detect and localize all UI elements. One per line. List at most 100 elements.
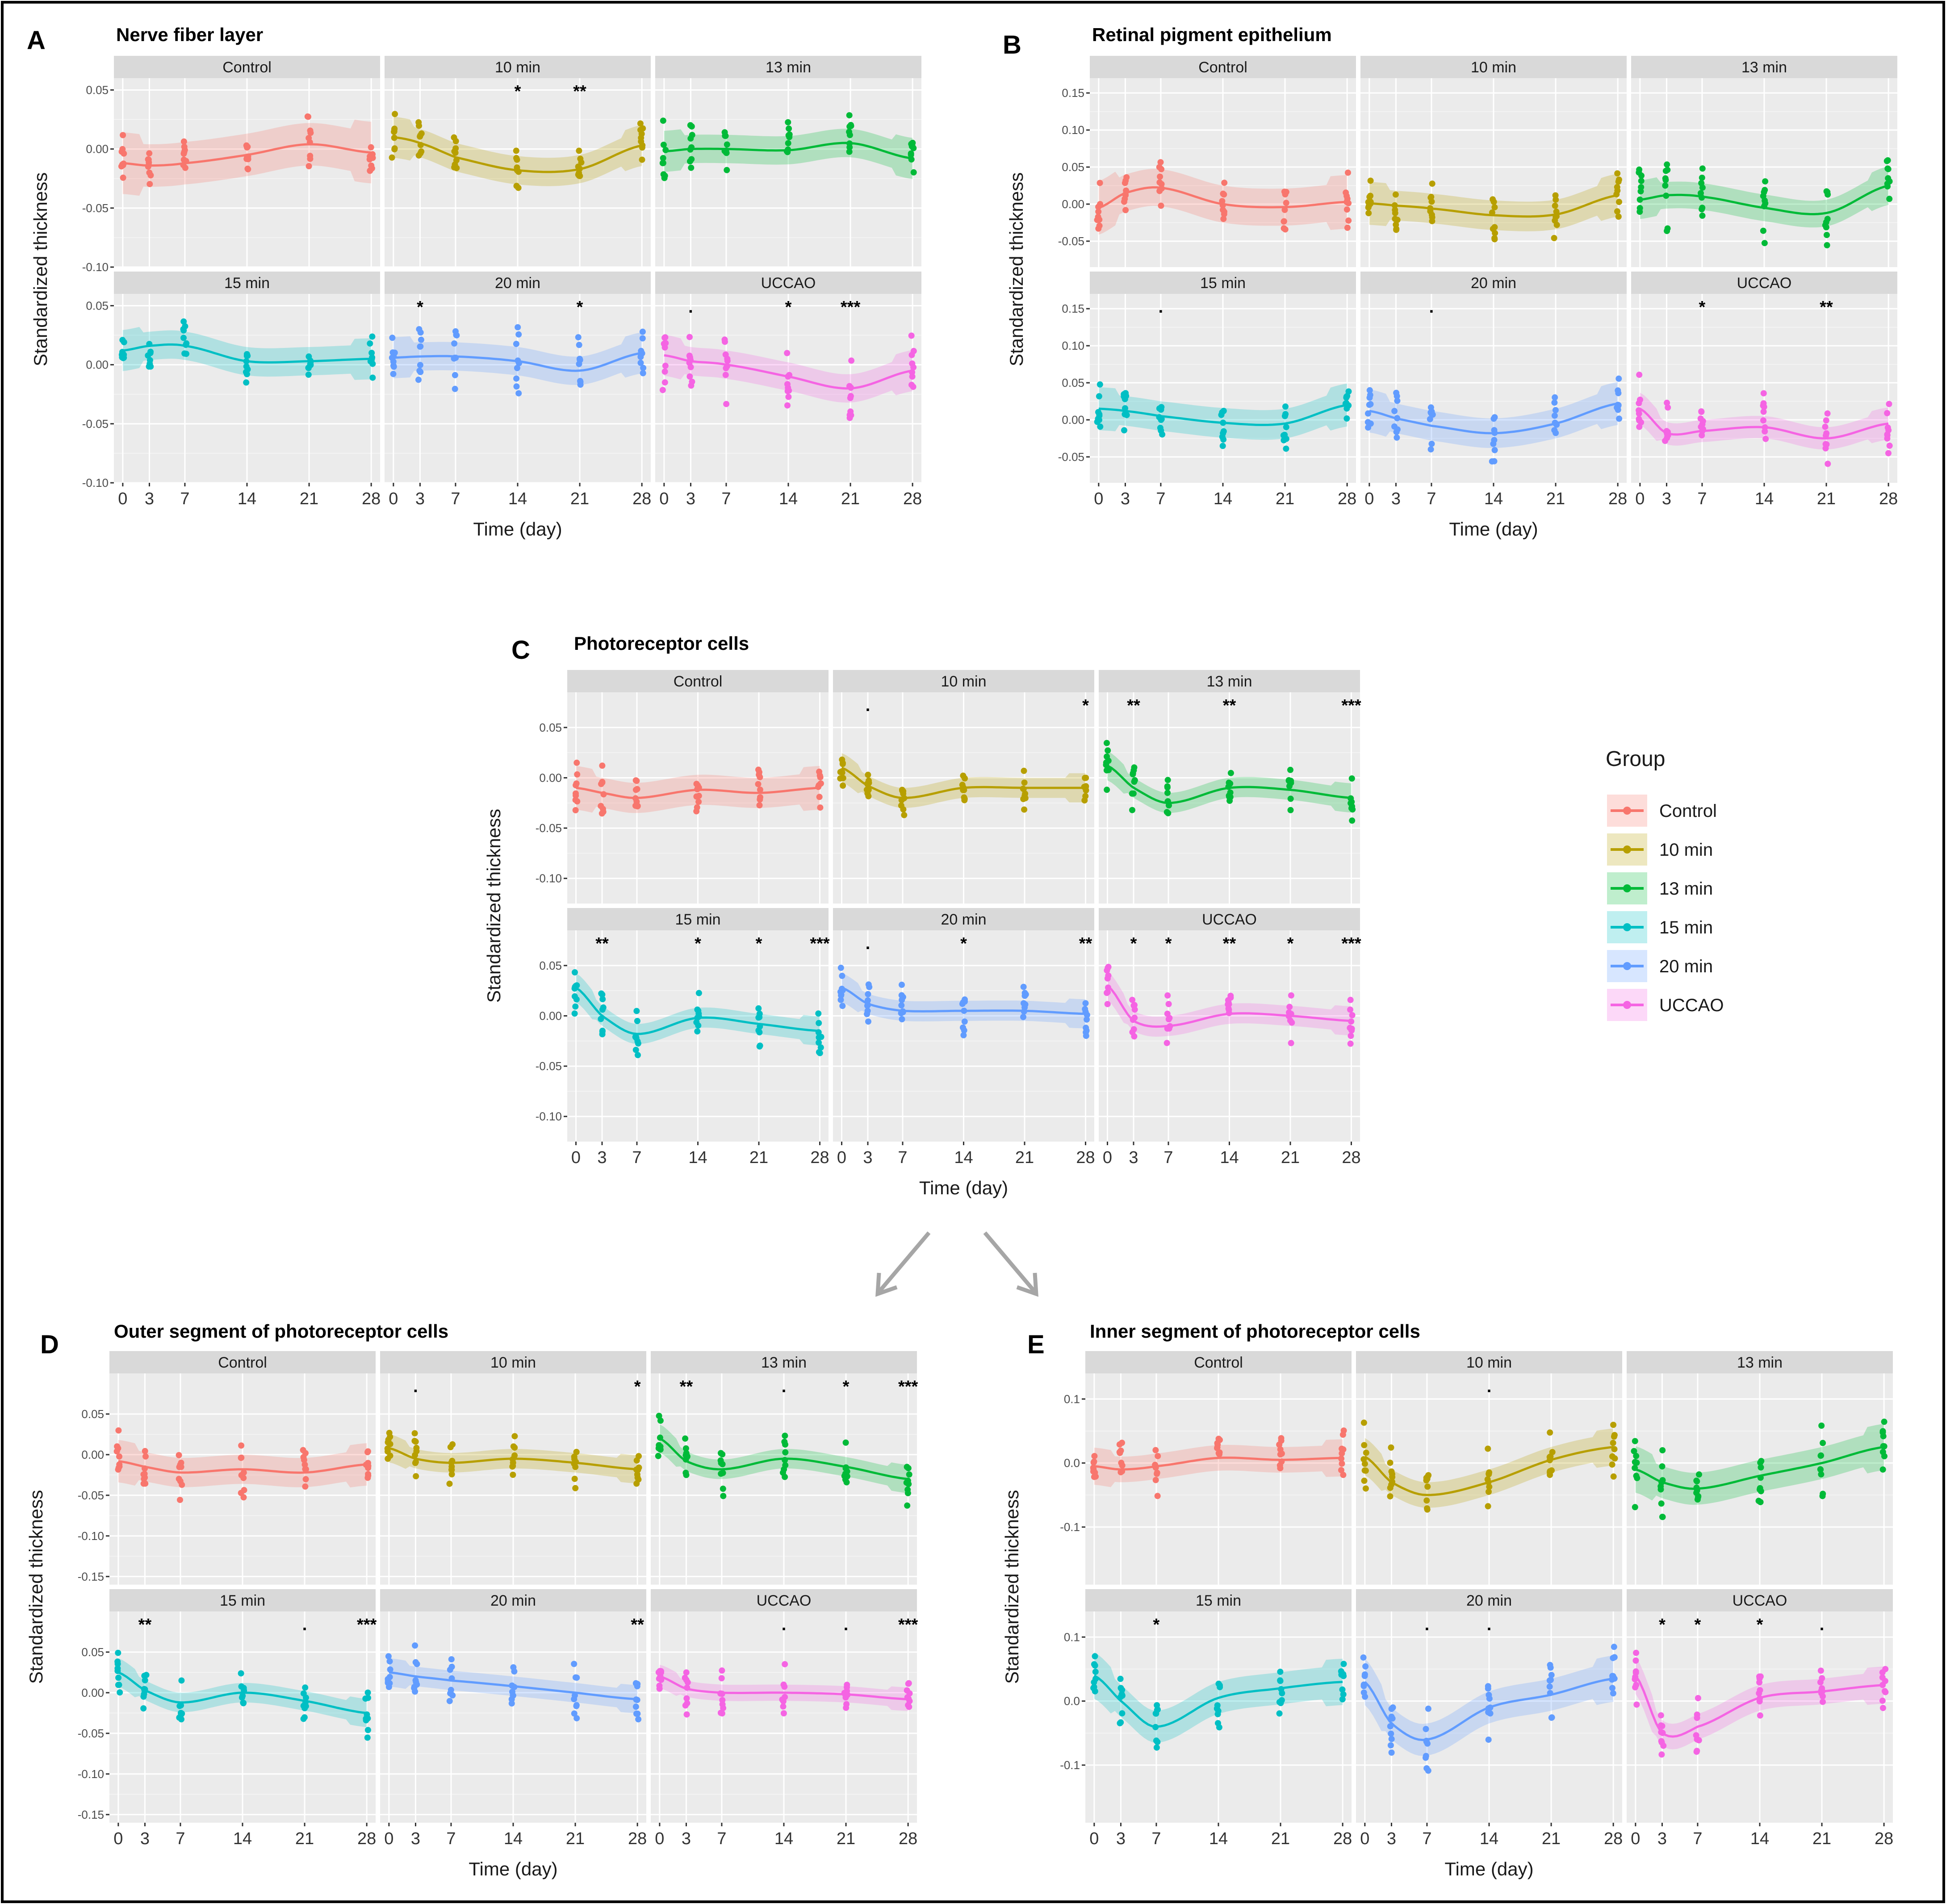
data-point	[634, 1681, 641, 1687]
data-point	[682, 1445, 689, 1452]
data-point	[1429, 214, 1435, 221]
x-tick-label: 28	[1875, 1829, 1893, 1848]
trend-line	[659, 1675, 908, 1700]
y-tick-label: -0.05	[78, 1489, 104, 1502]
data-point	[1095, 409, 1101, 415]
facet-strip	[1356, 1351, 1622, 1373]
data-point	[1548, 1467, 1555, 1474]
x-tick-label: 0	[1631, 1829, 1640, 1848]
data-point	[635, 1040, 641, 1047]
x-tick-label: 7	[451, 490, 460, 508]
data-point	[572, 797, 579, 803]
data-point	[515, 331, 522, 338]
data-point	[571, 1661, 578, 1667]
x-tick-label: 3	[686, 490, 695, 508]
data-point	[694, 1028, 701, 1035]
data-point	[1423, 1754, 1429, 1761]
data-point	[1121, 391, 1127, 398]
data-point	[120, 355, 126, 361]
data-point	[1366, 394, 1373, 401]
x-tick-label: 21	[1812, 1829, 1831, 1848]
data-point	[909, 360, 916, 367]
data-point	[599, 778, 606, 785]
data-point	[687, 354, 693, 361]
facet-strip	[114, 272, 380, 294]
data-point	[1104, 990, 1110, 996]
facet-strip-label: 10 min	[495, 59, 540, 76]
data-point	[1760, 408, 1767, 415]
data-point	[1219, 409, 1226, 416]
x-tick-label: 7	[180, 490, 189, 508]
facet-d-uccao: UCCAO.. *** 0 3 7 14 21 28	[651, 1589, 918, 1848]
x-tick-label: 0	[389, 490, 398, 508]
data-point	[846, 132, 853, 138]
trend-line	[1364, 1678, 1614, 1741]
x-tick-label: 3	[1129, 1148, 1138, 1167]
data-point	[1157, 425, 1163, 431]
panel-letter-a: A	[27, 26, 46, 55]
data-point	[1616, 415, 1623, 422]
data-point	[1287, 1017, 1293, 1024]
data-point	[817, 774, 824, 781]
data-point	[755, 1005, 762, 1012]
data-point	[900, 806, 907, 813]
data-point	[1394, 398, 1401, 404]
data-point	[656, 1413, 662, 1419]
data-point	[1164, 784, 1171, 791]
data-point	[1216, 1724, 1222, 1731]
facet-strip-label: Control	[674, 673, 723, 690]
data-point	[633, 1457, 640, 1464]
data-point	[413, 1473, 419, 1480]
data-point	[1611, 1455, 1618, 1462]
data-point	[1427, 446, 1434, 453]
data-point	[1129, 807, 1135, 813]
data-point	[1281, 206, 1288, 213]
x-tick-label: 14	[1214, 490, 1232, 508]
data-point	[901, 812, 908, 818]
data-point	[1393, 389, 1400, 396]
data-point	[659, 387, 666, 393]
data-point	[837, 996, 844, 1003]
data-point	[1349, 817, 1356, 824]
data-point	[1820, 1440, 1826, 1446]
trend-line	[841, 766, 1086, 799]
facet-strip	[109, 1589, 376, 1611]
data-point	[1091, 1453, 1098, 1460]
legend: Group Control 10 min 13 min 15 min 20 min UCC…	[1606, 747, 1724, 1021]
data-point	[181, 149, 188, 155]
data-point	[1339, 1696, 1346, 1703]
facet-strip-label: 10 min	[1466, 1354, 1512, 1371]
facet-strip-label: UCCAO	[761, 275, 816, 292]
data-point	[390, 358, 397, 365]
data-point	[1391, 408, 1398, 414]
trend-line	[118, 1460, 367, 1474]
data-point	[1491, 224, 1498, 230]
y-tick-label: 0.10	[1062, 123, 1084, 137]
significance-marker: **	[631, 1615, 644, 1634]
data-point	[1020, 983, 1027, 990]
data-point	[844, 1468, 850, 1475]
data-point	[1281, 225, 1287, 232]
y-tick-label: -0.05	[536, 1059, 562, 1073]
facet-c-13-min: 13 min** ** ***	[1099, 670, 1361, 904]
legend-key-point	[1623, 1001, 1631, 1009]
data-point	[141, 1470, 148, 1477]
panel-letter-b: B	[1003, 30, 1021, 59]
data-point	[1276, 1710, 1283, 1717]
x-tick-label: 14	[779, 490, 798, 508]
x-tick-label: 28	[357, 1829, 376, 1848]
data-point	[301, 1456, 307, 1463]
data-point	[1423, 1726, 1429, 1732]
data-point	[385, 1676, 391, 1682]
facet-strip	[651, 1351, 917, 1373]
significance-marker: *	[1130, 934, 1137, 953]
data-point	[1157, 173, 1163, 180]
facet-strip-label: 20 min	[495, 275, 540, 292]
x-tick-label: 7	[717, 1829, 726, 1848]
data-point	[452, 385, 458, 392]
facet-strip-label: 20 min	[1471, 275, 1516, 292]
data-point	[389, 349, 396, 356]
data-point	[1491, 204, 1498, 211]
data-point	[722, 133, 729, 139]
data-point	[1825, 460, 1831, 467]
